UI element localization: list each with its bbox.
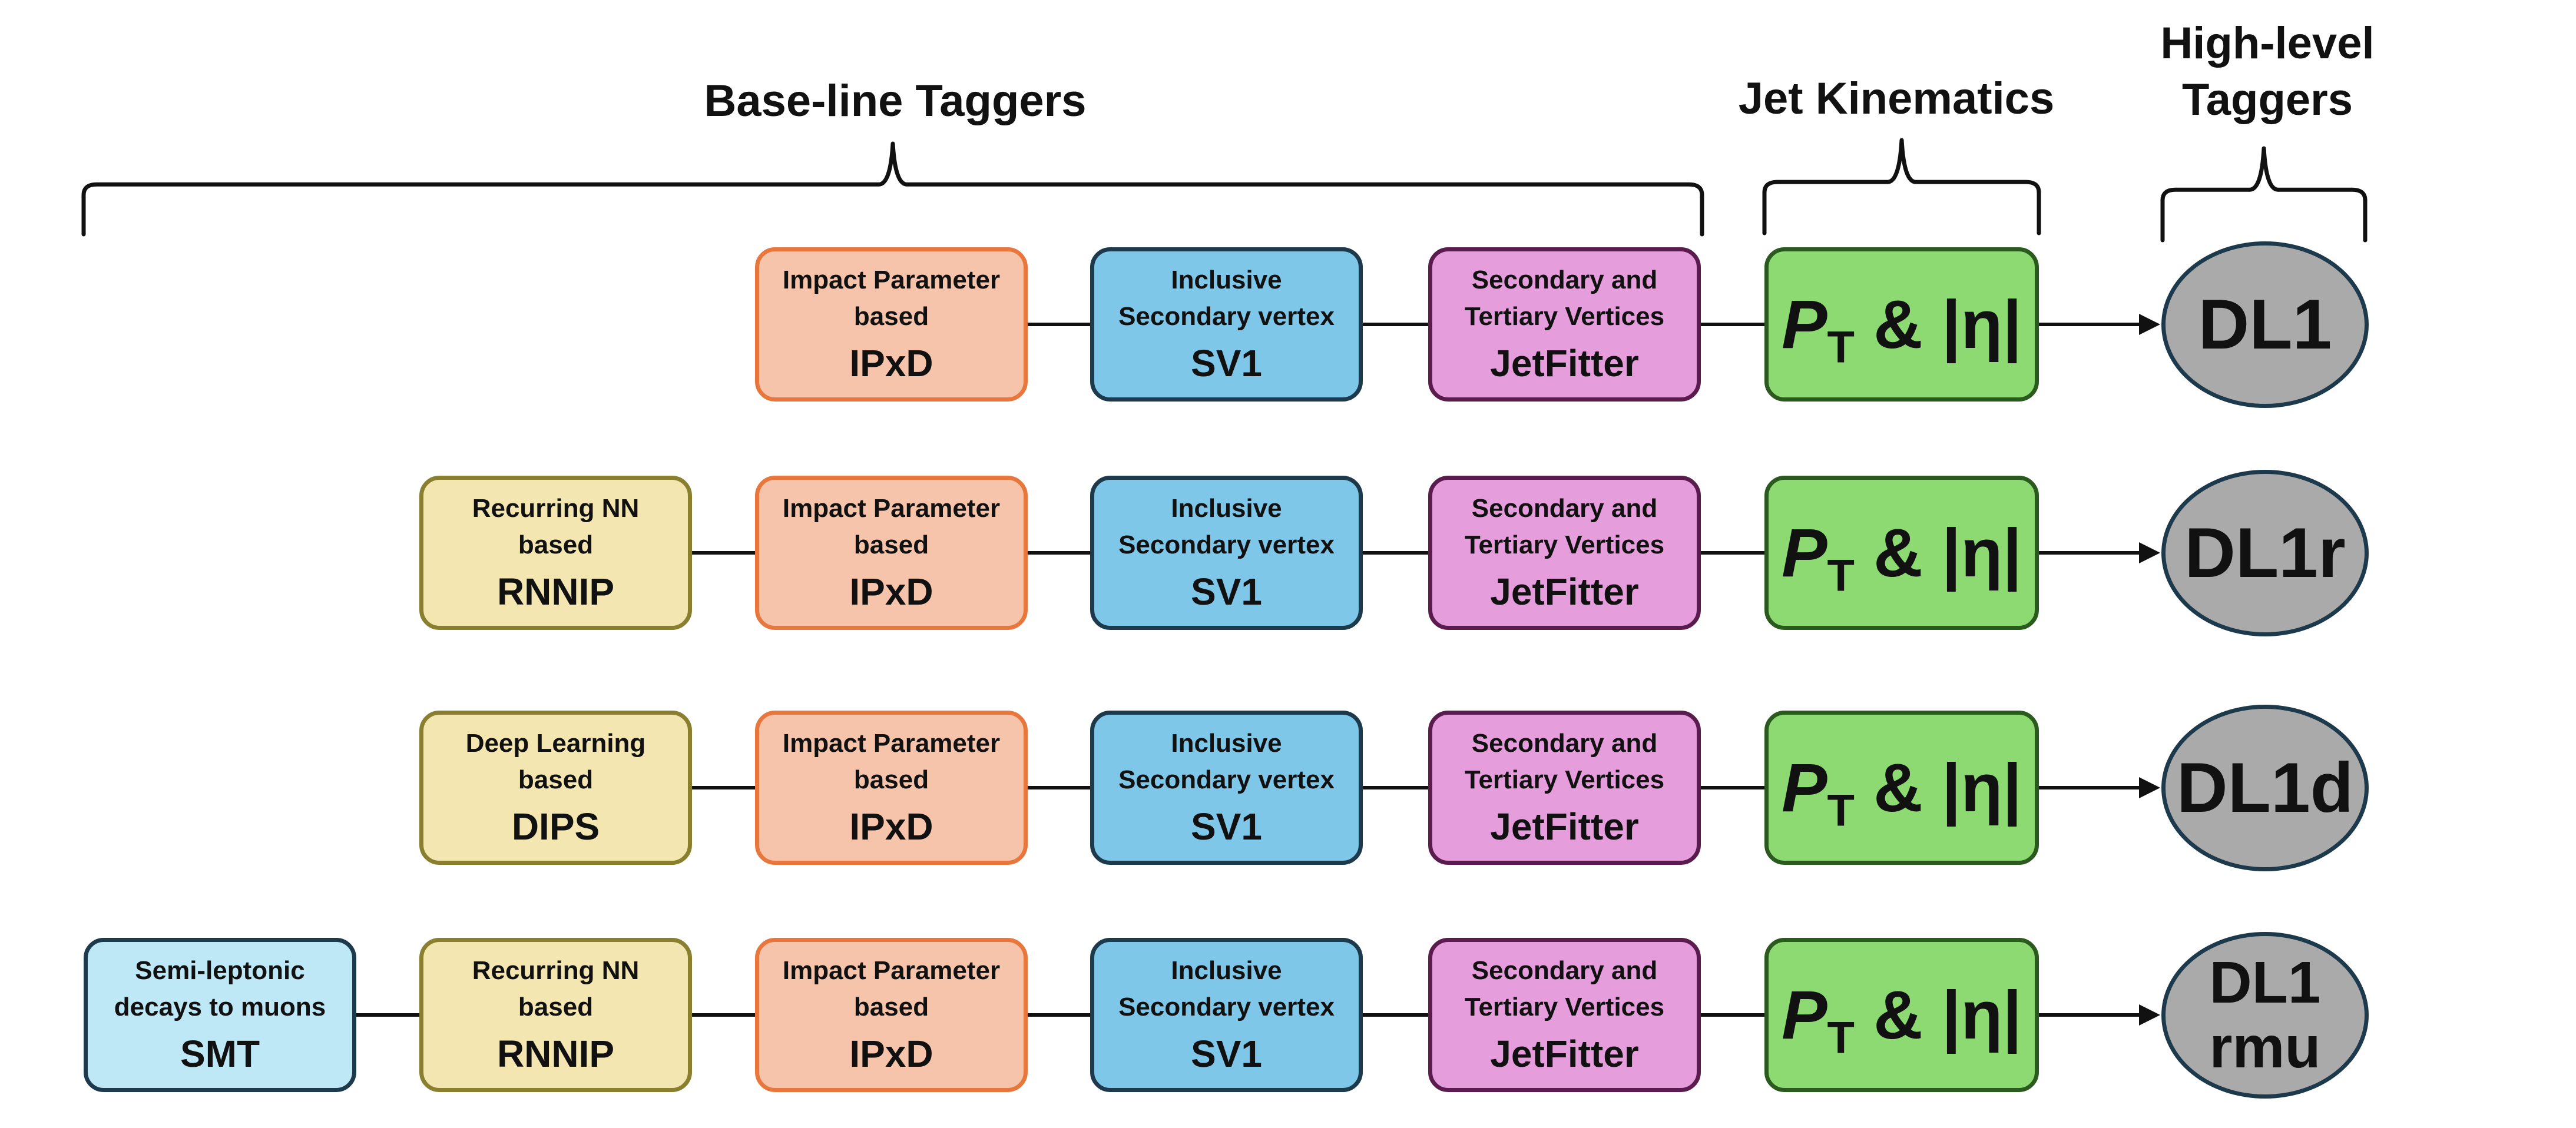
pt-symbol: P	[1782, 749, 1827, 826]
box-name: SV1	[1191, 805, 1262, 848]
box-description: Inclusive Secondary vertex	[1118, 494, 1335, 559]
box-description: Impact Parameter based	[782, 266, 1001, 331]
high-level-tagger-oval: DL1 rmu	[2161, 931, 2369, 1099]
box-name: JetFitter	[1490, 805, 1639, 848]
box-name: IPxD	[849, 342, 933, 384]
box-sv: Inclusive Secondary vertex SV1	[1090, 247, 1363, 402]
brace-high-level-taggers	[2160, 146, 2368, 243]
box-description: Recurring NN based	[472, 956, 640, 1021]
box-description: Secondary and Tertiary Vertices	[1464, 956, 1665, 1021]
brace-baseline-taggers	[81, 141, 1704, 237]
box-name: SV1	[1191, 1033, 1262, 1075]
eta-symbol: & |η|	[1854, 515, 2022, 591]
box-ip: Impact Parameter based IPxD	[755, 938, 1028, 1092]
box-description: Deep Learning based	[465, 729, 646, 794]
box-description: Inclusive Secondary vertex	[1118, 266, 1335, 331]
box-jf: Secondary and Tertiary Vertices JetFitter	[1428, 711, 1701, 865]
box-ip: Impact Parameter based IPxD	[755, 476, 1028, 630]
box-name: JetFitter	[1490, 342, 1639, 384]
box-sv: Inclusive Secondary vertex SV1	[1090, 476, 1363, 630]
box-description: Secondary and Tertiary Vertices	[1464, 266, 1665, 331]
brace-jet-kinematics	[1762, 138, 2041, 235]
box-description: Impact Parameter based	[782, 956, 1001, 1021]
high-level-tagger-oval: DL1	[2161, 241, 2369, 408]
box-name: SMT	[180, 1033, 260, 1075]
box-ip: Impact Parameter based IPxD	[755, 711, 1028, 865]
box-jet-kinematics: PT & |η|	[1764, 938, 2039, 1092]
box-name: SV1	[1191, 342, 1262, 384]
box-description: Impact Parameter based	[782, 494, 1001, 559]
box-description: Secondary and Tertiary Vertices	[1464, 729, 1665, 794]
box-name: JetFitter	[1490, 570, 1639, 613]
box-description: Impact Parameter based	[782, 729, 1001, 794]
box-jf: Secondary and Tertiary Vertices JetFitter	[1428, 476, 1701, 630]
pt-symbol: P	[1782, 286, 1827, 363]
pt-subscript: T	[1827, 785, 1855, 836]
tagger-name: DL1d	[2177, 748, 2353, 827]
box-ip: Impact Parameter based IPxD	[755, 247, 1028, 402]
box-description: Recurring NN based	[472, 494, 640, 559]
box-nn: Recurring NN based RNNIP	[419, 476, 692, 630]
pt-symbol: P	[1782, 977, 1827, 1053]
pt-symbol: P	[1782, 515, 1827, 591]
high-level-tagger-oval: DL1d	[2161, 704, 2369, 871]
box-description: Inclusive Secondary vertex	[1118, 729, 1335, 794]
box-description: Secondary and Tertiary Vertices	[1464, 494, 1665, 559]
heading-high-level-taggers: High-level Taggers	[2160, 18, 2375, 125]
eta-symbol: & |η|	[1854, 749, 2022, 826]
box-name: IPxD	[849, 570, 933, 613]
kinematics-label: PT & |η|	[1782, 286, 2022, 370]
heading-baseline-taggers: Base-line Taggers	[704, 76, 1087, 126]
eta-symbol: & |η|	[1854, 286, 2022, 363]
box-sv: Inclusive Secondary vertex SV1	[1090, 711, 1363, 865]
tagger-name: DL1r	[2184, 513, 2346, 592]
kinematics-label: PT & |η|	[1782, 749, 2022, 833]
heading-jet-kinematics: Jet Kinematics	[1738, 74, 2055, 124]
tagger-name: DL1	[2198, 285, 2332, 364]
high-level-tagger-oval: DL1r	[2161, 469, 2369, 636]
box-jet-kinematics: PT & |η|	[1764, 476, 2039, 630]
kinematics-label: PT & |η|	[1782, 515, 2022, 598]
box-name: IPxD	[849, 1033, 933, 1075]
box-description: Inclusive Secondary vertex	[1118, 956, 1335, 1021]
pt-subscript: T	[1827, 1013, 1855, 1063]
box-name: RNNIP	[496, 570, 615, 613]
kinematics-label: PT & |η|	[1782, 977, 2022, 1060]
pt-subscript: T	[1827, 550, 1855, 601]
box-name: IPxD	[849, 805, 933, 848]
box-sv: Inclusive Secondary vertex SV1	[1090, 938, 1363, 1092]
box-name: RNNIP	[496, 1033, 615, 1075]
box-nn: Recurring NN based RNNIP	[419, 938, 692, 1092]
box-nn: Deep Learning based DIPS	[419, 711, 692, 865]
box-jet-kinematics: PT & |η|	[1764, 711, 2039, 865]
box-jet-kinematics: PT & |η|	[1764, 247, 2039, 402]
tagger-name: DL1 rmu	[2209, 950, 2321, 1080]
box-name: DIPS	[511, 805, 600, 848]
box-name: JetFitter	[1490, 1033, 1639, 1075]
box-name: SV1	[1191, 570, 1262, 613]
box-jf: Secondary and Tertiary Vertices JetFitter	[1428, 247, 1701, 402]
box-smt: Semi-leptonic decays to muons SMT	[84, 938, 356, 1092]
pt-subscript: T	[1827, 322, 1855, 373]
eta-symbol: & |η|	[1854, 977, 2022, 1053]
box-jf: Secondary and Tertiary Vertices JetFitter	[1428, 938, 1701, 1092]
box-description: Semi-leptonic decays to muons	[114, 956, 326, 1021]
